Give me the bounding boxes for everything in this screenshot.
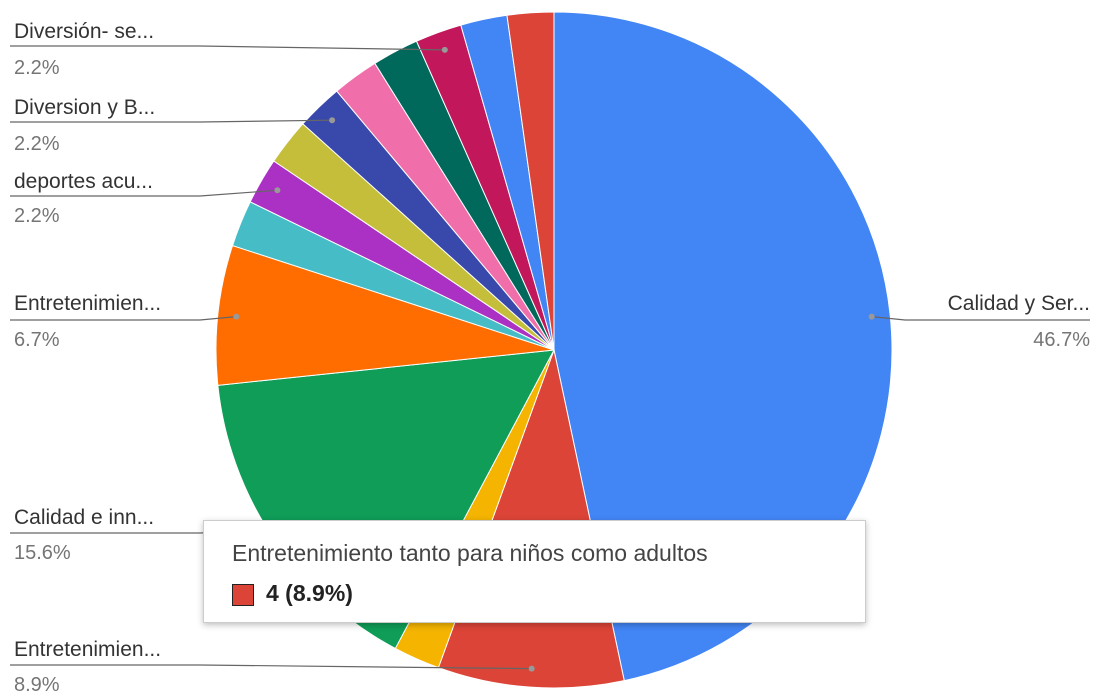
- leader-dot-8: [329, 117, 336, 124]
- label-diversion-y-b: Diversion y B...: [14, 96, 155, 119]
- leader-line-0: [871, 316, 1090, 321]
- tooltip-title: Entretenimiento tanto para niños como ad…: [232, 540, 708, 566]
- leader-dot-0: [868, 313, 875, 320]
- percent-diversion-se: 2.2%: [14, 57, 60, 79]
- percent-diversion-y-b: 2.2%: [14, 133, 60, 155]
- leader-dot-1: [528, 665, 535, 672]
- leader-dot-6: [274, 187, 281, 194]
- percent-calidad-e-inn: 15.6%: [14, 542, 71, 564]
- percent-deportes-acu: 2.2%: [14, 205, 60, 227]
- leader-line-11: [10, 45, 445, 51]
- label-entretenimiento-red: Entretenimien...: [14, 638, 161, 661]
- label-calidad-y-ser: Calidad y Ser...: [948, 292, 1090, 315]
- leader-line-4: [10, 316, 237, 321]
- label-diversion-se: Diversión- se...: [14, 20, 154, 43]
- leader-lines: [10, 45, 1090, 672]
- percent-entretenimiento-orange: 6.7%: [14, 329, 60, 351]
- leader-line-1: [10, 664, 532, 670]
- tooltip-value: 4 (8.9%): [266, 580, 353, 606]
- label-calidad-e-inn: Calidad e inn...: [14, 506, 154, 529]
- percent-calidad-y-ser: 46.7%: [1033, 329, 1090, 351]
- label-entretenimiento-orange: Entretenimien...: [14, 292, 161, 315]
- label-deportes-acu: deportes acu...: [14, 170, 153, 193]
- leader-dot-11: [441, 46, 448, 53]
- percent-entretenimiento-red: 8.9%: [14, 674, 60, 693]
- leader-line-8: [10, 119, 333, 123]
- leader-dot-4: [233, 313, 240, 320]
- tooltip-swatch: [232, 584, 254, 606]
- tooltip: Entretenimiento tanto para niños como ad…: [203, 520, 866, 623]
- pie-slice-4[interactable]: [215, 244, 555, 386]
- pie-slice-13[interactable]: [506, 11, 555, 351]
- leader-line-6: [10, 189, 278, 197]
